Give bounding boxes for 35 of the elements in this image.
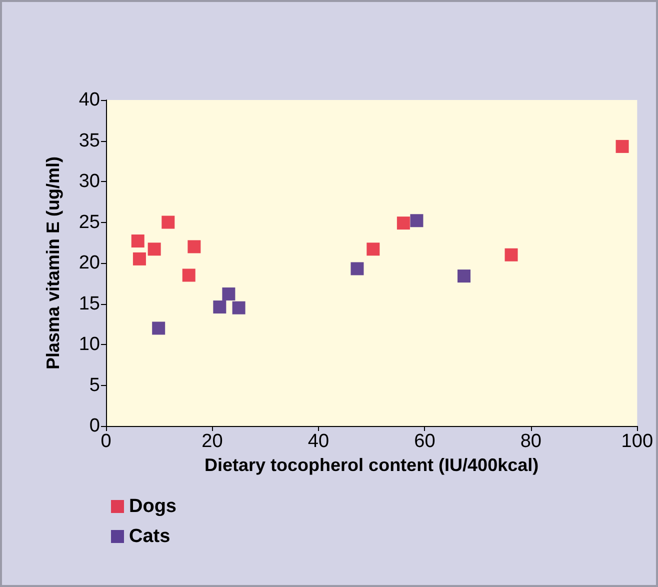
point bbox=[148, 242, 161, 256]
y-tick-label: 10 bbox=[78, 334, 100, 355]
point bbox=[188, 240, 201, 254]
point bbox=[182, 268, 196, 282]
point bbox=[504, 248, 518, 262]
legend-label: Dogs bbox=[129, 496, 176, 517]
point bbox=[232, 301, 246, 314]
y-tick-label: 20 bbox=[78, 252, 100, 274]
x-tick-label: 20 bbox=[202, 431, 223, 452]
y-tick-label: 0 bbox=[89, 416, 100, 436]
y-tick-label: 15 bbox=[78, 293, 100, 314]
x-tick-label: 60 bbox=[414, 431, 436, 452]
point bbox=[162, 216, 175, 229]
y-tick-label: 25 bbox=[78, 212, 100, 233]
point bbox=[457, 270, 470, 283]
y-tick-label: 35 bbox=[78, 130, 100, 152]
x-tick-label: 100 bbox=[621, 431, 653, 452]
point bbox=[132, 252, 146, 266]
point bbox=[152, 322, 166, 335]
y-tick-label: 5 bbox=[89, 374, 100, 396]
point bbox=[131, 234, 144, 248]
point bbox=[410, 214, 424, 228]
point bbox=[222, 287, 236, 300]
point bbox=[616, 140, 629, 153]
x-axis-title: Dietary tocopherol content (IU/400kcal) bbox=[204, 454, 539, 475]
y-tick-label: 30 bbox=[78, 171, 100, 192]
point bbox=[350, 262, 364, 276]
point bbox=[213, 300, 226, 314]
x-tick-label: 40 bbox=[308, 431, 330, 452]
y-tick-label: 40 bbox=[78, 90, 100, 110]
legend-label: Cats bbox=[129, 526, 170, 547]
x-tick-label: 80 bbox=[520, 431, 542, 452]
point bbox=[396, 216, 410, 230]
y-axis-title: Plasma vitamin E (ug/ml) bbox=[43, 156, 63, 370]
point bbox=[366, 242, 380, 256]
